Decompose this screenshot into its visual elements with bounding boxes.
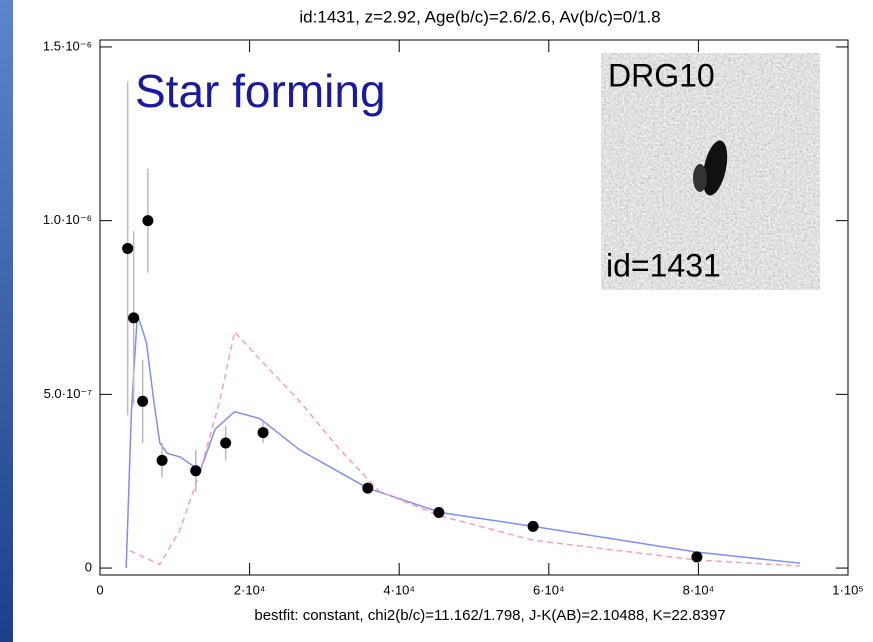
data-point — [220, 437, 231, 448]
annotation: Star forming — [135, 65, 386, 117]
x-tick-label: 0 — [96, 582, 103, 597]
x-tick-label: 1·10⁵ — [832, 582, 863, 597]
y-tick-label: 1.5·10⁻⁶ — [43, 38, 92, 53]
inset-title: DRG10 — [608, 57, 715, 93]
inset-label: id=1431 — [606, 247, 721, 283]
x-axis-label: bestfit: constant, chi2(b/c)=11.162/1.79… — [254, 607, 725, 624]
data-point — [142, 215, 153, 226]
data-point — [157, 455, 168, 466]
y-tick-label: 1.0·10⁻⁶ — [43, 212, 92, 227]
data-point — [258, 427, 269, 438]
data-point — [528, 521, 539, 532]
data-point — [122, 243, 133, 254]
data-point — [433, 507, 444, 518]
inset-image: DRG10 id=1431 — [601, 53, 820, 290]
x-tick-label: 8·10⁴ — [683, 582, 715, 597]
inset-galaxy — [693, 164, 707, 192]
data-point — [362, 483, 373, 494]
chart: id:1431, z=2.92, Age(b/c)=2.6/2.6, Av(b/… — [0, 0, 873, 642]
x-tick-label: 4·10⁴ — [383, 582, 415, 597]
data-point — [137, 396, 148, 407]
x-tick-label: 2·10⁴ — [234, 582, 266, 597]
data-point — [190, 465, 201, 476]
data-point — [128, 312, 139, 323]
data-point — [691, 551, 702, 562]
y-tick-label: 0 — [85, 559, 92, 574]
y-tick-label: 5.0·10⁻⁷ — [44, 386, 93, 401]
x-tick-label: 6·10⁴ — [533, 582, 565, 597]
chart-title: id:1431, z=2.92, Age(b/c)=2.6/2.6, Av(b/… — [299, 7, 660, 26]
